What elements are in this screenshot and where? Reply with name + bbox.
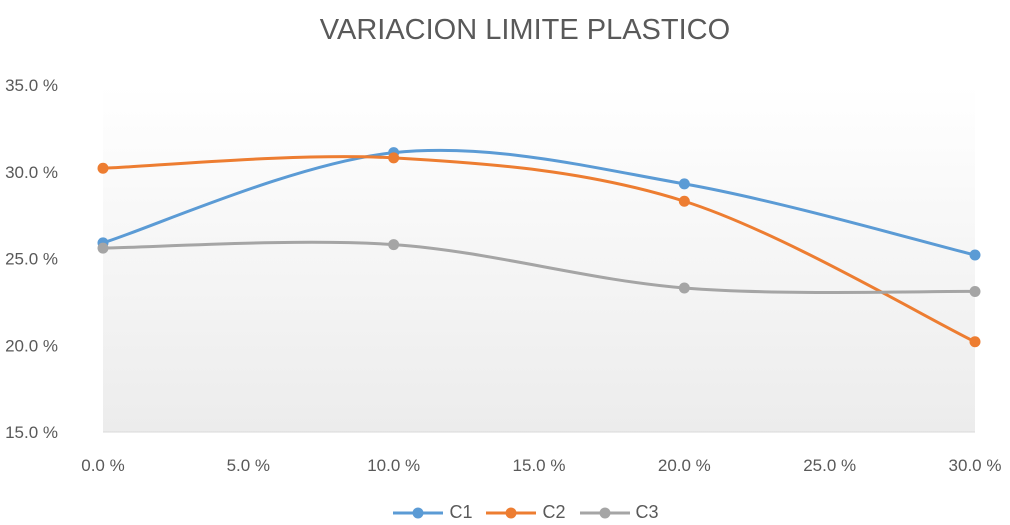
y-tick-label: 20.0 % bbox=[5, 336, 58, 355]
series-line-c1 bbox=[101, 148, 977, 257]
legend-swatch-c3 bbox=[579, 507, 630, 518]
series-c2 bbox=[97, 152, 981, 348]
data-point-c1 bbox=[678, 178, 690, 190]
legend-swatch-c1 bbox=[393, 507, 444, 518]
x-tick-label: 30.0 % bbox=[949, 456, 1002, 475]
data-point-c2 bbox=[388, 152, 400, 164]
legend-label: C3 bbox=[635, 502, 659, 522]
x-tick-label: 0.0 % bbox=[81, 456, 124, 475]
x-tick-label: 5.0 % bbox=[227, 456, 270, 475]
series-line-c3 bbox=[101, 240, 977, 294]
data-point-c2 bbox=[678, 195, 690, 207]
y-tick-label: 35.0 % bbox=[5, 76, 58, 95]
data-point-c3 bbox=[969, 285, 981, 297]
legend-item-c3: C3 bbox=[578, 502, 659, 523]
y-tick-label: 25.0 % bbox=[5, 250, 58, 269]
x-tick-label: 20.0 % bbox=[658, 456, 711, 475]
data-point-c2 bbox=[97, 162, 109, 174]
series-line-c2 bbox=[101, 155, 977, 344]
legend-item-c2: C2 bbox=[484, 502, 566, 523]
legend: C1 C2 C3 bbox=[0, 502, 1010, 523]
x-tick-label: 10.0 % bbox=[367, 456, 420, 475]
y-tick-label: 15.0 % bbox=[5, 423, 58, 442]
legend-swatch-c2 bbox=[486, 507, 537, 518]
data-point-c3 bbox=[97, 242, 109, 254]
legend-label: C2 bbox=[542, 502, 566, 522]
data-point-c3 bbox=[678, 282, 690, 294]
legend-label: C1 bbox=[449, 502, 473, 522]
data-point-c2 bbox=[969, 336, 981, 348]
data-point-c1 bbox=[969, 249, 981, 261]
plot-area bbox=[103, 85, 975, 432]
line-chart: 15.0 % 20.0 % 25.0 % 30.0 % 35.0 % 0.0 % 5.0 %… bbox=[5, 76, 1002, 475]
y-tick-label: 30.0 % bbox=[5, 163, 58, 182]
series-c3 bbox=[97, 239, 981, 297]
x-tick-label: 15.0 % bbox=[513, 456, 566, 475]
legend-item-c1: C1 bbox=[391, 502, 472, 523]
x-tick-label: 25.0 % bbox=[803, 456, 856, 475]
data-point-c3 bbox=[388, 239, 400, 251]
chart-title: VARIACION LIMITE PLASTICO bbox=[319, 14, 731, 46]
